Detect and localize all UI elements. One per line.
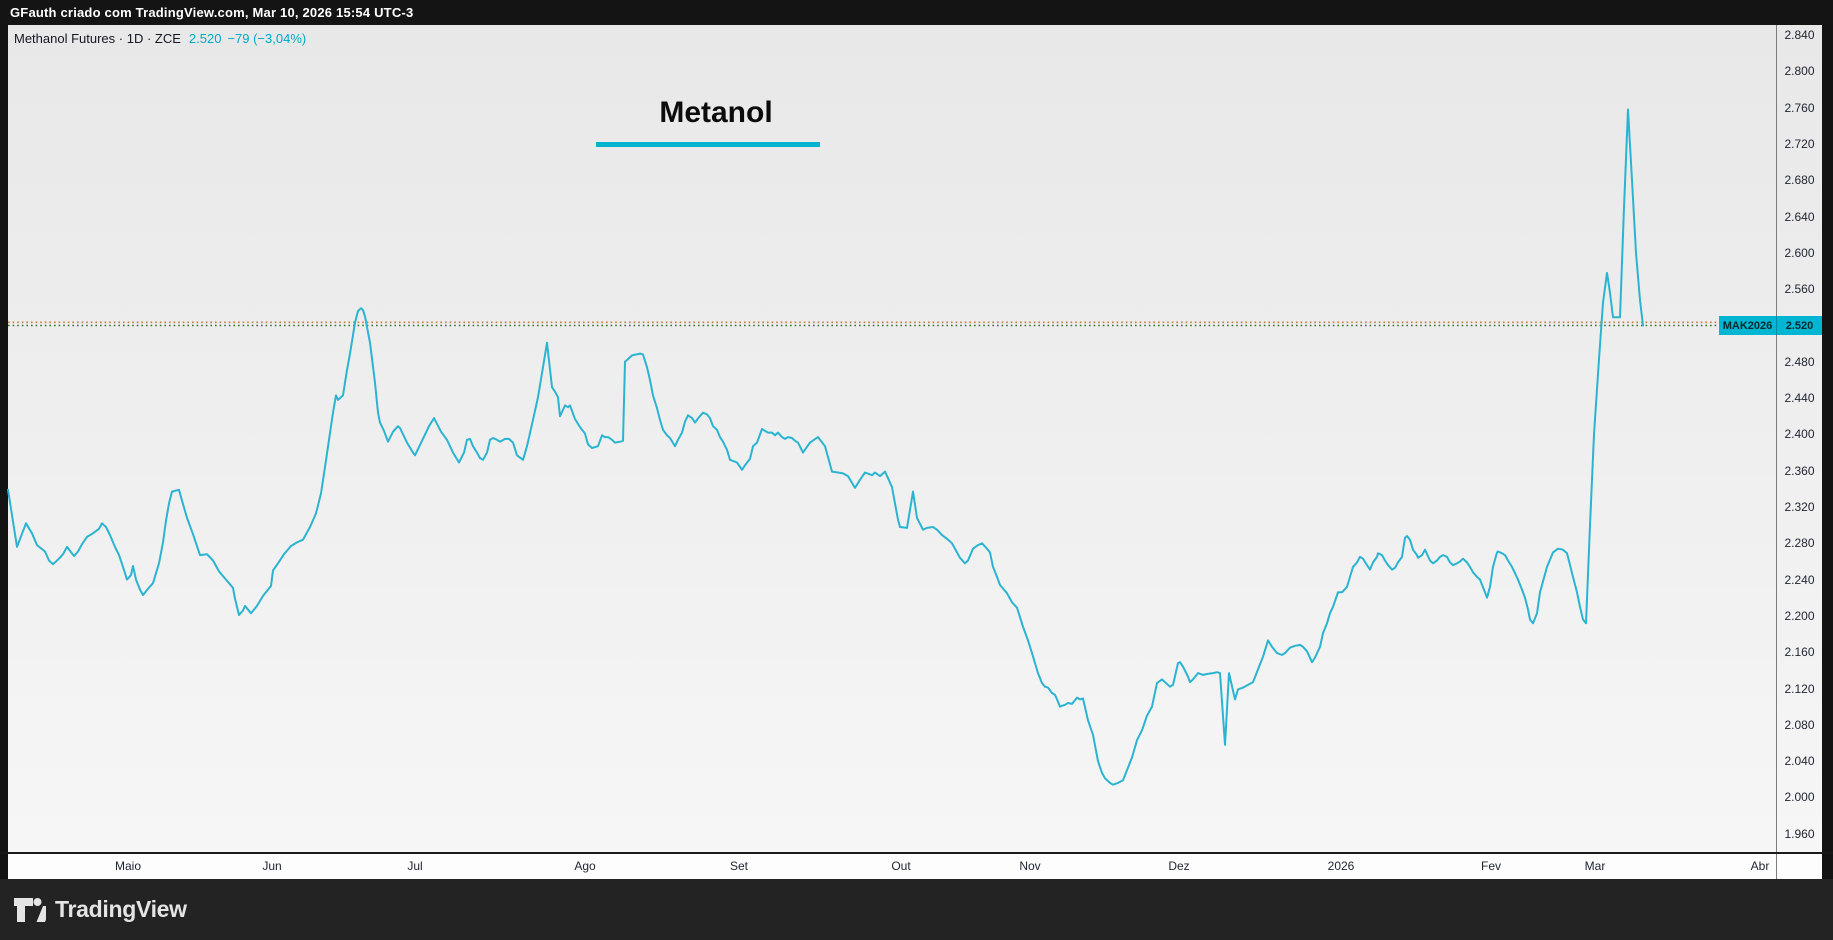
- badge-ticker: MAK2026: [1719, 316, 1776, 335]
- price-tick-label: 2.840: [1784, 28, 1815, 43]
- tradingview-wordmark: TradingView: [55, 896, 187, 922]
- price-tick-label: 2.680: [1784, 173, 1815, 188]
- price-tick-label: 2.320: [1784, 500, 1815, 514]
- chart-widget[interactable]: Methanol Futures · 1D · ZCE 2.520 −79 (−3,…: [8, 25, 1822, 852]
- tradingview-logo-icon: [14, 897, 46, 922]
- price-tick-label: 2.000: [1784, 790, 1815, 805]
- title-underline: [596, 142, 820, 147]
- price-tick-label: 2.280: [1784, 536, 1815, 551]
- price-tick-label: 2.120: [1784, 681, 1815, 696]
- time-tick-label: Dez: [1168, 859, 1190, 873]
- time-tick-label: Abr: [1750, 859, 1770, 873]
- chart-frame-line: [0, 852, 1833, 854]
- attribution-bar: GFauth criado com TradingView.com, Mar 1…: [0, 0, 1833, 25]
- time-tick-label: Mar: [1584, 859, 1606, 873]
- time-tick-label: Nov: [1019, 859, 1041, 873]
- price-tick-label: 2.720: [1784, 137, 1815, 151]
- price-tick-label: 2.560: [1784, 282, 1815, 297]
- attribution-text: GFauth criado com TradingView.com, Mar 1…: [10, 5, 414, 20]
- price-tick-label: 2.440: [1784, 391, 1815, 406]
- time-tick-label: 2026: [1327, 859, 1355, 873]
- time-tick-label: Fev: [1480, 859, 1501, 873]
- price-tick-label: 2.640: [1784, 209, 1815, 224]
- price-tick-label: 2.480: [1784, 354, 1815, 369]
- quote-price: 2.520: [188, 31, 222, 46]
- price-tick-label: 1.960: [1784, 826, 1815, 841]
- time-tick-label: Maio: [114, 859, 141, 873]
- quote-change: −79 (−3,04%): [227, 31, 307, 46]
- time-tick-label: Out: [891, 859, 911, 873]
- time-scale[interactable]: Maio Jun Jul Ago Set Out Nov Dez 2026 Fev Mar Abr: [8, 854, 1776, 879]
- time-tick-label: Jul: [407, 859, 423, 873]
- chart-title: Metanol: [659, 96, 773, 129]
- time-tick-label: Jun: [262, 859, 282, 873]
- scale-corner-cell: [1777, 854, 1822, 879]
- price-tick-label: 2.240: [1784, 572, 1815, 587]
- badge-price: 2.520: [1776, 316, 1822, 335]
- price-tick-label: 2.080: [1784, 717, 1815, 732]
- time-tick-label: Set: [729, 859, 748, 873]
- price-badge: MAK2026 2.520: [1719, 316, 1822, 335]
- price-tick-label: 2.360: [1784, 463, 1815, 478]
- footer-bar: TradingView: [0, 879, 1833, 940]
- price-tick-label: 2.200: [1784, 608, 1815, 623]
- price-scale-separator: [1776, 25, 1777, 879]
- price-tick-label: 2.400: [1784, 427, 1815, 442]
- price-tick-label: 2.600: [1784, 245, 1815, 260]
- price-tick-label: 2.760: [1784, 100, 1815, 115]
- price-scale[interactable]: 2.840 2.800 2.760 2.720 2.680 2.640 2.600 2.560…: [1777, 25, 1822, 852]
- price-series-line: [7, 108, 1644, 786]
- price-tick-label: 2.160: [1784, 645, 1815, 660]
- tradingview-logo[interactable]: TradingView: [13, 896, 187, 923]
- price-tick-label: 2.800: [1784, 64, 1815, 79]
- time-tick-label: Ago: [574, 859, 596, 873]
- price-tick-label: 2.040: [1784, 754, 1815, 769]
- symbol-header: Methanol Futures · 1D · ZCE 2.520 −79 (−3,…: [14, 31, 306, 46]
- symbol-title: Methanol Futures · 1D · ZCE: [14, 31, 181, 46]
